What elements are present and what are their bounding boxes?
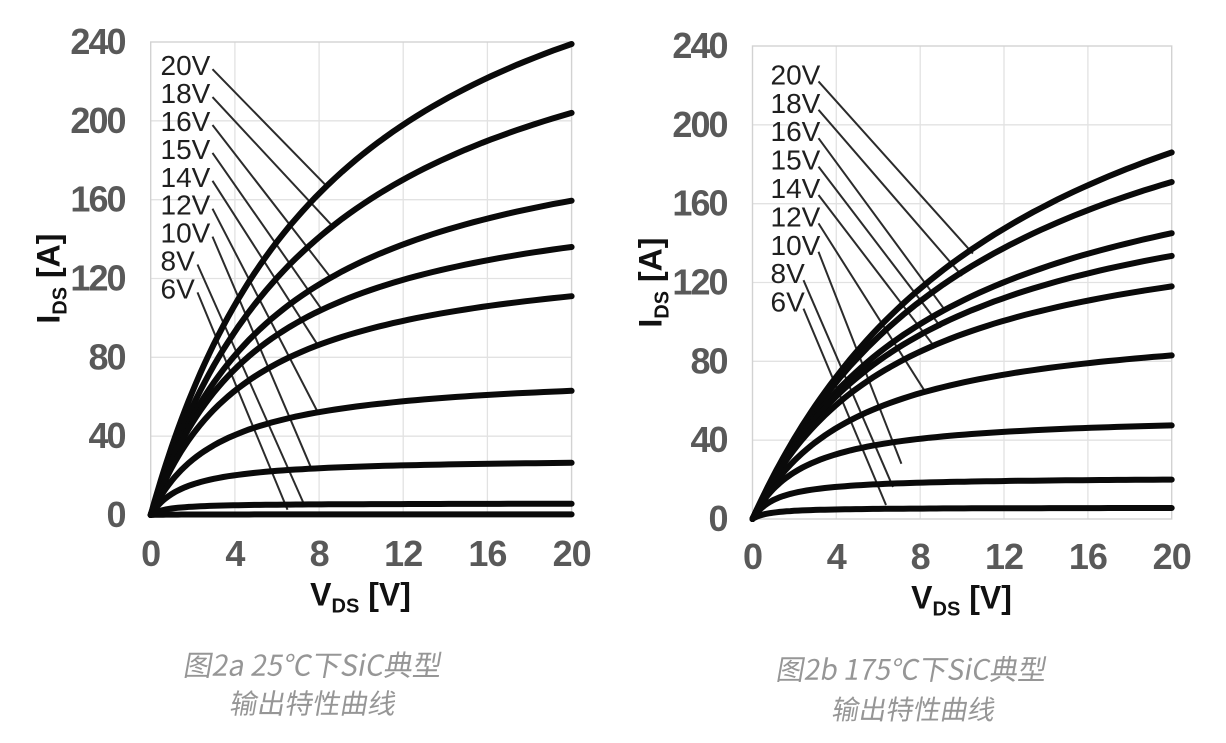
svg-text:80: 80 xyxy=(690,340,727,381)
svg-text:8V: 8V xyxy=(161,246,196,277)
svg-text:18V: 18V xyxy=(161,78,211,109)
svg-text:4: 4 xyxy=(827,536,847,577)
svg-text:18V: 18V xyxy=(771,88,821,119)
svg-text:8: 8 xyxy=(911,536,930,577)
svg-text:120: 120 xyxy=(672,262,727,303)
svg-text:0: 0 xyxy=(141,533,160,574)
svg-text:20: 20 xyxy=(1153,536,1191,577)
svg-text:14V: 14V xyxy=(771,173,821,204)
svg-text:10V: 10V xyxy=(161,218,211,249)
svg-text:16V: 16V xyxy=(771,116,821,147)
svg-text:120: 120 xyxy=(70,258,125,299)
svg-text:10V: 10V xyxy=(771,230,821,261)
svg-text:12V: 12V xyxy=(161,190,211,221)
svg-text:0: 0 xyxy=(743,536,762,577)
svg-text:6V: 6V xyxy=(771,287,806,318)
svg-text:15V: 15V xyxy=(771,145,821,176)
svg-text:20: 20 xyxy=(553,533,591,574)
svg-text:16V: 16V xyxy=(161,106,211,137)
svg-text:6V: 6V xyxy=(161,273,196,304)
svg-text:240: 240 xyxy=(70,21,125,62)
svg-text:8: 8 xyxy=(310,533,329,574)
svg-text:40: 40 xyxy=(88,415,125,456)
svg-text:15V: 15V xyxy=(161,134,211,165)
svg-text:14V: 14V xyxy=(161,162,211,193)
svg-text:VDS [V]: VDS [V] xyxy=(911,580,1012,621)
svg-text:200: 200 xyxy=(70,100,125,141)
svg-text:8V: 8V xyxy=(771,258,806,289)
svg-text:IDS [A]: IDS [A] xyxy=(633,238,674,328)
svg-text:20V: 20V xyxy=(771,59,821,90)
svg-text:12V: 12V xyxy=(771,201,821,232)
svg-text:12: 12 xyxy=(384,533,422,574)
svg-text:4: 4 xyxy=(225,533,245,574)
svg-text:16: 16 xyxy=(1069,536,1107,577)
svg-text:16: 16 xyxy=(468,533,506,574)
svg-text:160: 160 xyxy=(672,183,727,224)
svg-text:0: 0 xyxy=(708,498,727,539)
svg-text:20V: 20V xyxy=(161,50,211,81)
svg-text:40: 40 xyxy=(690,419,727,460)
svg-text:80: 80 xyxy=(88,336,125,377)
svg-text:12: 12 xyxy=(985,536,1023,577)
svg-text:240: 240 xyxy=(672,25,727,66)
svg-text:200: 200 xyxy=(672,104,727,145)
svg-text:0: 0 xyxy=(106,494,125,535)
svg-text:VDS [V]: VDS [V] xyxy=(310,577,411,618)
svg-text:160: 160 xyxy=(70,179,125,220)
